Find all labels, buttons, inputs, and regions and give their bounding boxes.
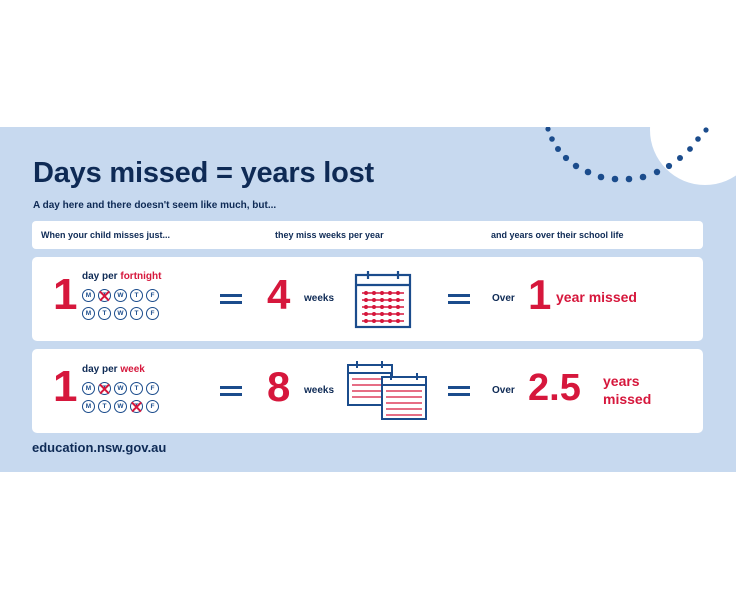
weeks-label: weeks xyxy=(304,385,335,396)
years-value: 1 xyxy=(528,271,552,318)
footer-url: education.nsw.gov.au xyxy=(32,440,167,455)
weeks-label: weeks xyxy=(304,293,335,304)
years-label: year missed xyxy=(556,289,637,305)
day-icon-wed: W xyxy=(114,382,127,395)
frequency-prefix: day per xyxy=(82,364,118,375)
header-col-years: and years over their school life xyxy=(491,230,624,240)
day-icon-wed: W xyxy=(114,400,127,413)
frequency-word: fortnight xyxy=(120,271,162,282)
day-icon-fri: F xyxy=(146,400,159,413)
day-icon-tue-missed: T xyxy=(98,382,111,395)
column-header-bar: When your child misses just... they miss… xyxy=(32,221,703,249)
years-label-line1: years xyxy=(603,373,640,389)
week-2-days: M T W T F xyxy=(82,307,159,320)
day-icon-thu-missed: T xyxy=(130,400,143,413)
row-count: 1 xyxy=(53,270,78,319)
day-icon-tue: T xyxy=(98,400,111,413)
day-icon-thu: T xyxy=(130,289,143,302)
day-icon-thu: T xyxy=(130,307,143,320)
weeks-value: 8 xyxy=(267,363,291,410)
row-frequency-label: day per fortnight xyxy=(82,271,161,282)
day-icon-tue-missed: T xyxy=(98,289,111,302)
day-icon-fri: F xyxy=(146,289,159,302)
day-icon-tue: T xyxy=(98,307,111,320)
infographic-panel: Days missed = years lost A day here and … xyxy=(0,127,736,472)
day-icon-fri: F xyxy=(146,382,159,395)
equals-icon xyxy=(448,294,470,304)
day-icon-fri: F xyxy=(146,307,159,320)
row-frequency-label: day per week xyxy=(82,364,145,375)
row-fortnight: 1 day per fortnight M T W T F M T W T F … xyxy=(32,257,703,341)
week-2-days: M T W T F xyxy=(82,400,159,413)
day-icon-mon: M xyxy=(82,289,95,302)
day-icon-mon: M xyxy=(82,400,95,413)
page-title: Days missed = years lost xyxy=(33,157,374,189)
years-value: 2.5 xyxy=(528,367,581,409)
day-icon-mon: M xyxy=(82,382,95,395)
day-icon-wed: W xyxy=(114,307,127,320)
frequency-word: week xyxy=(120,364,145,375)
week-1-days: M T W T F xyxy=(82,382,159,395)
equals-icon xyxy=(220,386,242,396)
over-label: Over xyxy=(492,385,515,396)
day-icon-thu: T xyxy=(130,382,143,395)
row-count: 1 xyxy=(53,362,78,411)
weeks-value: 4 xyxy=(267,271,291,318)
row-week: 1 day per week M T W T F M T W T F 8 wee… xyxy=(32,349,703,433)
calendar-icon xyxy=(354,271,412,329)
subtitle: A day here and there doesn't seem like m… xyxy=(33,200,277,211)
over-label: Over xyxy=(492,293,515,304)
frequency-prefix: day per xyxy=(82,271,118,282)
header-col-weeks: they miss weeks per year xyxy=(275,230,384,240)
day-icon-mon: M xyxy=(82,307,95,320)
decorative-dot-arc xyxy=(545,127,709,183)
years-label-line2: missed xyxy=(603,391,652,407)
week-1-days: M T W T F xyxy=(82,289,159,302)
header-col-child-misses: When your child misses just... xyxy=(41,230,171,240)
equals-icon xyxy=(220,294,242,304)
double-calendar-icon xyxy=(347,361,427,420)
day-icon-wed: W xyxy=(114,289,127,302)
equals-icon xyxy=(448,386,470,396)
